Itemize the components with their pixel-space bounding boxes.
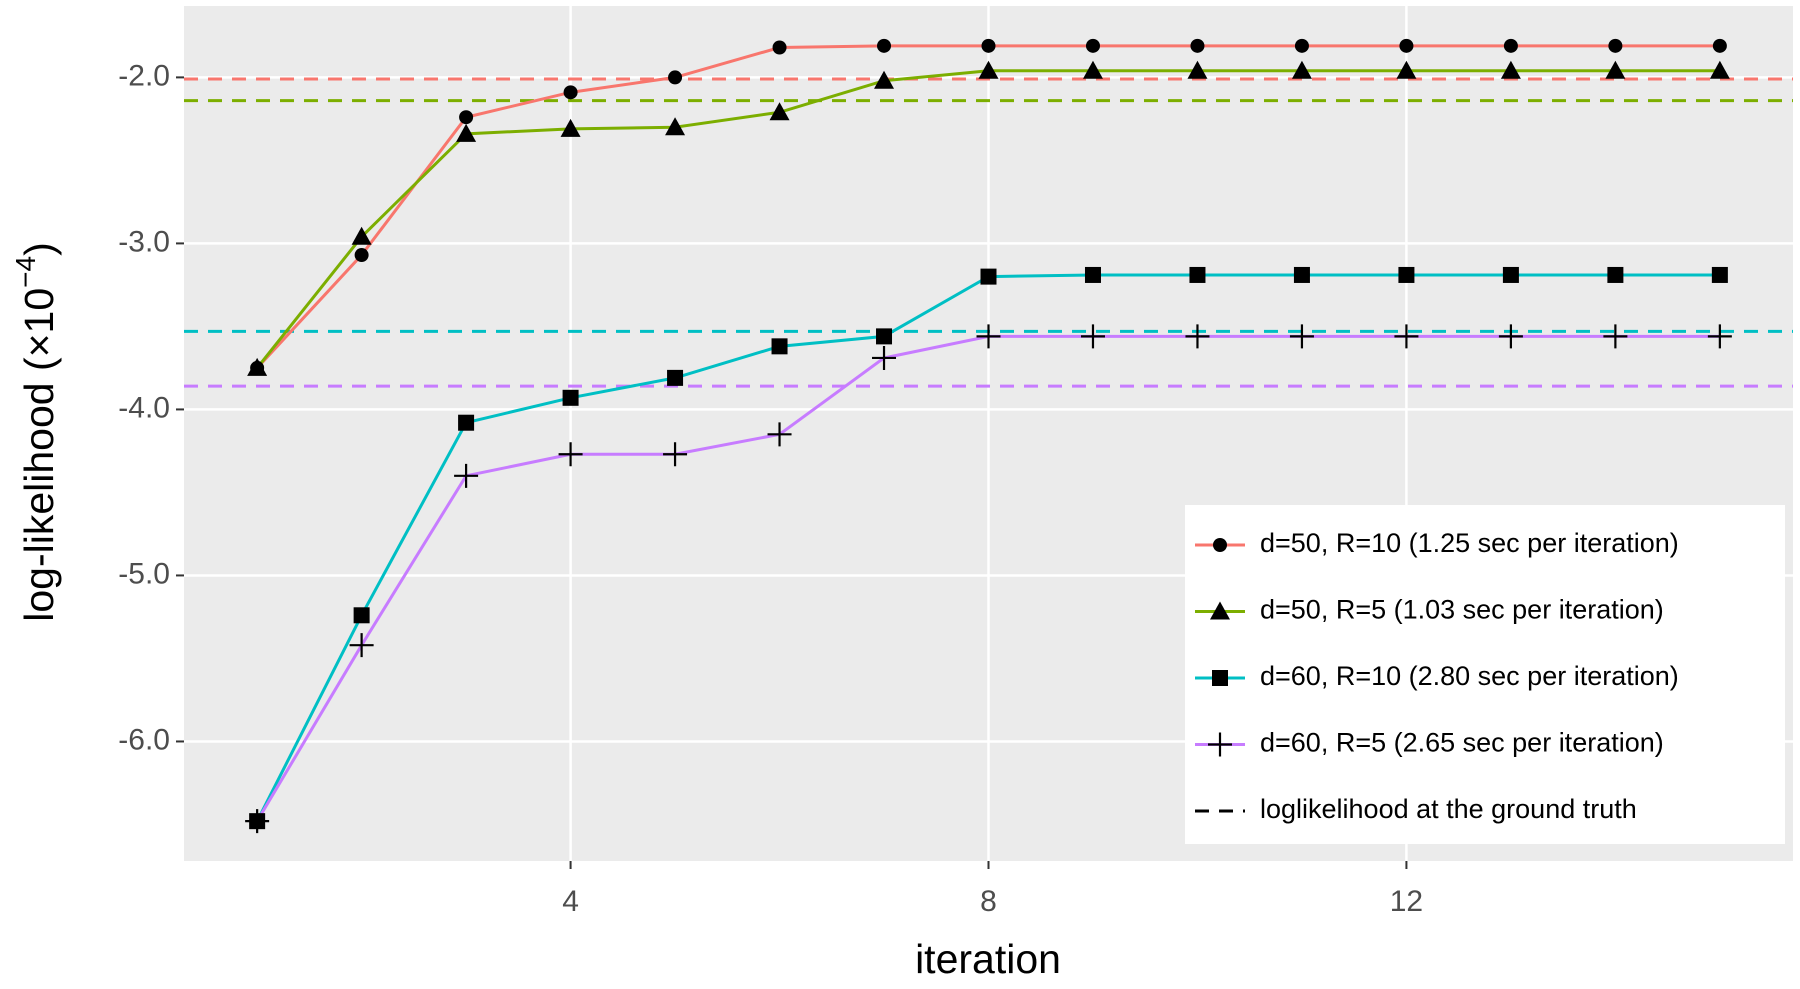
point [1398,266,1415,283]
point [1289,324,1314,349]
point [981,38,996,53]
y-axis-title-main: log-likelihood (×10 [16,288,62,622]
point [872,345,897,370]
point [769,102,790,121]
y-tick-label: -5.0 [118,557,170,590]
legend-label: loglikelihood at the ground truth [1260,794,1637,824]
legend-label: d=60, R=5 (2.65 sec per iteration) [1260,728,1664,758]
point [1503,38,1518,53]
point [874,70,895,89]
point [767,422,792,447]
x-tick-label: 12 [1390,885,1423,918]
legend-box [1185,505,1785,844]
point [1394,324,1419,349]
point [349,633,374,658]
y-axis-title: log-likelihood (×10−4) [10,242,61,622]
point [1396,60,1417,79]
point [980,268,997,285]
point [663,442,688,467]
point [351,226,372,245]
point [558,442,583,467]
point [1712,38,1727,53]
legend-label: d=50, R=10 (1.25 sec per iteration) [1260,528,1679,558]
x-tick-label: 8 [980,885,997,918]
point [1085,38,1100,53]
y-tick-label: -6.0 [118,723,170,756]
legend-key-marker [1210,601,1230,620]
legend-label: d=60, R=10 (2.80 sec per iteration) [1260,661,1679,691]
point [1707,324,1732,349]
point [1084,266,1101,283]
point [1189,266,1206,283]
point [560,118,581,137]
point [978,60,999,79]
point [1608,38,1623,53]
y-axis-title-suffix: ) [16,242,62,256]
point [1293,266,1310,283]
point [1291,60,1312,79]
point [1607,266,1624,283]
point [459,110,474,125]
point [354,248,369,263]
point [665,117,686,136]
point [563,85,578,100]
point [772,40,787,55]
point [1399,38,1414,53]
point [456,123,477,142]
point [1711,266,1728,283]
point [1502,266,1519,283]
legend-label: d=50, R=5 (1.03 sec per iteration) [1260,595,1664,625]
point [1187,60,1208,79]
point [1498,324,1523,349]
legend-key-marker [1212,670,1228,686]
y-tick-label: -4.0 [118,391,170,424]
y-tick-label: -2.0 [118,59,170,92]
point [1082,60,1103,79]
legend-key-marker [1213,538,1227,552]
x-axis-title: iteration [915,936,1061,982]
point [1294,38,1309,53]
point [876,328,893,345]
point [771,338,788,355]
point [976,324,1001,349]
point [1605,60,1626,79]
point [1080,324,1105,349]
point [458,414,475,431]
point [668,70,683,85]
point [1603,324,1628,349]
y-axis-title-exp: −4 [10,256,41,288]
point [877,38,892,53]
legend-key-marker [1208,732,1232,757]
point [1500,60,1521,79]
y-tick-label: -3.0 [118,225,170,258]
x-tick-label: 4 [562,885,579,918]
point [562,389,579,406]
point [245,809,270,834]
point [1709,60,1730,79]
point [1190,38,1205,53]
point [454,463,479,488]
point [353,607,370,624]
point [247,357,268,376]
point [667,369,684,386]
point [1185,324,1210,349]
